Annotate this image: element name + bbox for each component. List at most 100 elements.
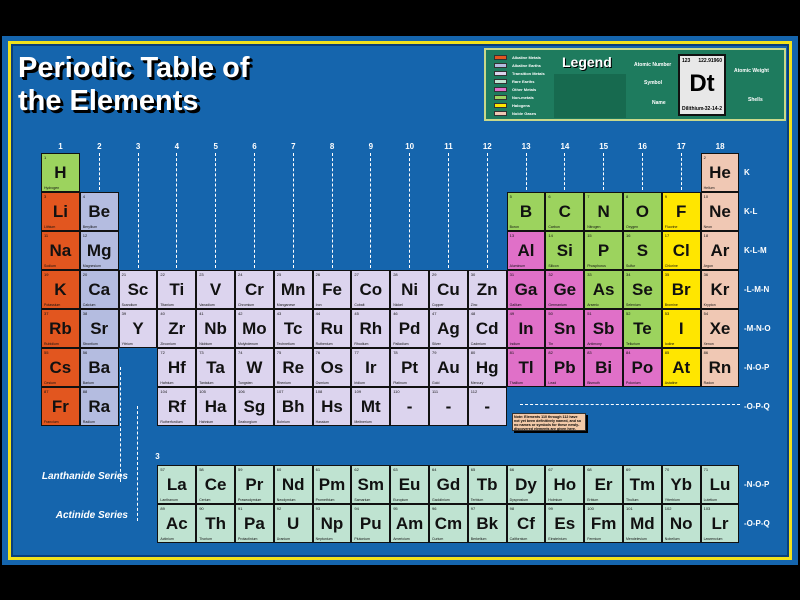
element-110[interactable]: 110 -: [390, 387, 429, 426]
element-In[interactable]: 49 In Indium: [506, 309, 546, 348]
element-Bk[interactable]: 97 Bk Berkelium: [467, 504, 507, 543]
element-Hs[interactable]: 108 Hs Hassium: [312, 387, 352, 426]
element-U[interactable]: 92 U Uranium: [273, 504, 313, 543]
element-Tm[interactable]: 69 Tm Thulium: [623, 465, 662, 504]
element-Mg[interactable]: 12 Mg Magnesium: [79, 231, 119, 270]
element-Ha[interactable]: 105 Ha Hahnium: [196, 387, 235, 426]
element-Fe[interactable]: 26 Fe Iron: [312, 270, 352, 309]
element-F[interactable]: 9 F Fluorine: [661, 192, 701, 231]
element-Ho[interactable]: 67 Ho Holmium: [545, 465, 585, 504]
element-Nb[interactable]: 41 Nb Niobium: [196, 309, 235, 348]
element-Pb[interactable]: 82 Pb Lead: [545, 348, 585, 387]
element-Cl[interactable]: 17 Cl Chlorine: [661, 231, 701, 270]
element-Os[interactable]: 76 Os Osmium: [312, 348, 352, 387]
element-I[interactable]: 53 I Iodine: [661, 309, 701, 348]
element-B[interactable]: 5 B Boron: [506, 192, 546, 231]
element-Dy[interactable]: 66 Dy Dysprosium: [506, 465, 546, 504]
element-Na[interactable]: 11 Na Sodium: [41, 231, 80, 270]
element-Kr[interactable]: 36 Kr Krypton: [700, 270, 740, 309]
element-K[interactable]: 19 K Potassium: [41, 270, 80, 309]
element-Bi[interactable]: 83 Bi Bismuth: [584, 348, 623, 387]
element-No[interactable]: 102 No Nobelium: [661, 504, 701, 543]
element-S[interactable]: 16 S Sulfur: [623, 231, 662, 270]
element-Th[interactable]: 90 Th Thorium: [196, 504, 235, 543]
element-Ru[interactable]: 44 Ru Ruthenium: [312, 309, 352, 348]
element-Nd[interactable]: 60 Nd Neodymium: [273, 465, 313, 504]
element-Po[interactable]: 84 Po Polonium: [623, 348, 662, 387]
element-Pa[interactable]: 91 Pa Protactinium: [235, 504, 274, 543]
element-Ac[interactable]: 89 Ac Actinium: [157, 504, 197, 543]
element-La[interactable]: 57 La Lanthanum: [157, 465, 197, 504]
element-Sc[interactable]: 21 Sc Scandium: [118, 270, 158, 309]
element-At[interactable]: 85 At Astatine: [661, 348, 701, 387]
element-Te[interactable]: 52 Te Tellurium: [623, 309, 662, 348]
element-He[interactable]: 2 He Helium: [700, 153, 740, 192]
element-112[interactable]: 112 -: [467, 387, 507, 426]
element-Tb[interactable]: 65 Tb Terbium: [467, 465, 507, 504]
element-Am[interactable]: 95 Am Americium: [390, 504, 429, 543]
element-As[interactable]: 33 As Arsenic: [584, 270, 623, 309]
element-Be[interactable]: 4 Be Beryllium: [79, 192, 119, 231]
element-Sr[interactable]: 38 Sr Strontium: [79, 309, 119, 348]
element-Ra[interactable]: 88 Ra Radium: [79, 387, 119, 426]
element-Cm[interactable]: 96 Cm Curium: [429, 504, 468, 543]
element-Co[interactable]: 27 Co Cobalt: [351, 270, 391, 309]
element-Ne[interactable]: 10 Ne Neon: [700, 192, 740, 231]
element-Rn[interactable]: 86 Rn Radon: [700, 348, 740, 387]
element-Ar[interactable]: 18 Ar Argon: [700, 231, 740, 270]
element-Cu[interactable]: 29 Cu Copper: [429, 270, 468, 309]
element-O[interactable]: 8 O Oxygen: [623, 192, 662, 231]
element-Rb[interactable]: 37 Rb Rubidium: [41, 309, 80, 348]
element-Al[interactable]: 13 Al Aluminum: [506, 231, 546, 270]
element-Ag[interactable]: 47 Ag Silver: [429, 309, 468, 348]
element-Mo[interactable]: 42 Mo Molybdenum: [235, 309, 274, 348]
element-Cr[interactable]: 24 Cr Chromium: [235, 270, 274, 309]
element-W[interactable]: 74 W Tungsten: [235, 348, 274, 387]
element-V[interactable]: 23 V Vanadium: [196, 270, 235, 309]
element-Li[interactable]: 3 Li Lithium: [41, 192, 80, 231]
element-Sg[interactable]: 106 Sg Seaborgium: [235, 387, 274, 426]
element-Ce[interactable]: 58 Ce Cerium: [196, 465, 235, 504]
element-Y[interactable]: 39 Y Yttrium: [118, 309, 158, 348]
element-Tl[interactable]: 81 Tl Thallium: [506, 348, 546, 387]
element-Rh[interactable]: 45 Rh Rhodium: [351, 309, 391, 348]
element-Pm[interactable]: 61 Pm Promethium: [312, 465, 352, 504]
element-Si[interactable]: 14 Si Silicon: [545, 231, 585, 270]
element-Cs[interactable]: 55 Cs Cesium: [41, 348, 80, 387]
element-Ir[interactable]: 77 Ir Iridium: [351, 348, 391, 387]
element-Re[interactable]: 75 Re Rhenium: [273, 348, 313, 387]
element-Yb[interactable]: 70 Yb Ytterbium: [661, 465, 701, 504]
element-Ga[interactable]: 31 Ga Gallium: [506, 270, 546, 309]
element-Cd[interactable]: 48 Cd Cadmium: [467, 309, 507, 348]
element-Gd[interactable]: 64 Gd Gadolinium: [429, 465, 468, 504]
element-Pr[interactable]: 59 Pr Praseodymium: [235, 465, 274, 504]
element-Zr[interactable]: 40 Zr Zirconium: [157, 309, 197, 348]
element-Mt[interactable]: 109 Mt Meitnerium: [351, 387, 391, 426]
element-Tc[interactable]: 43 Tc Technetium: [273, 309, 313, 348]
element-N[interactable]: 7 N Nitrogen: [584, 192, 623, 231]
element-Np[interactable]: 93 Np Neptunium: [312, 504, 352, 543]
element-Ni[interactable]: 28 Ni Nickel: [390, 270, 429, 309]
element-Au[interactable]: 79 Au Gold: [429, 348, 468, 387]
element-Rf[interactable]: 104 Rf Rutherfordium: [157, 387, 197, 426]
element-Se[interactable]: 34 Se Selenium: [623, 270, 662, 309]
element-Cf[interactable]: 98 Cf Californium: [506, 504, 546, 543]
element-Xe[interactable]: 54 Xe Xenon: [700, 309, 740, 348]
element-Hg[interactable]: 80 Hg Mercury: [467, 348, 507, 387]
element-Es[interactable]: 99 Es Einsteinium: [545, 504, 585, 543]
element-H[interactable]: 1 H Hydrogen: [41, 153, 80, 192]
element-Bh[interactable]: 107 Bh Bohrium: [273, 387, 313, 426]
element-Lu[interactable]: 71 Lu Lutetium: [700, 465, 740, 504]
element-Lr[interactable]: 103 Lr Lawrencium: [700, 504, 740, 543]
element-Ge[interactable]: 32 Ge Germanium: [545, 270, 585, 309]
element-Md[interactable]: 101 Md Mendelevium: [623, 504, 662, 543]
element-P[interactable]: 15 P Phosphorus: [584, 231, 623, 270]
element-Fr[interactable]: 87 Fr Francium: [41, 387, 80, 426]
element-Ca[interactable]: 20 Ca Calcium: [79, 270, 119, 309]
element-Pt[interactable]: 78 Pt Platinum: [390, 348, 429, 387]
element-Hf[interactable]: 72 Hf Hafnium: [157, 348, 197, 387]
element-Ba[interactable]: 56 Ba Barium: [79, 348, 119, 387]
element-Sb[interactable]: 51 Sb Antimony: [584, 309, 623, 348]
element-Fm[interactable]: 100 Fm Fermium: [584, 504, 623, 543]
element-Mn[interactable]: 25 Mn Manganese: [273, 270, 313, 309]
